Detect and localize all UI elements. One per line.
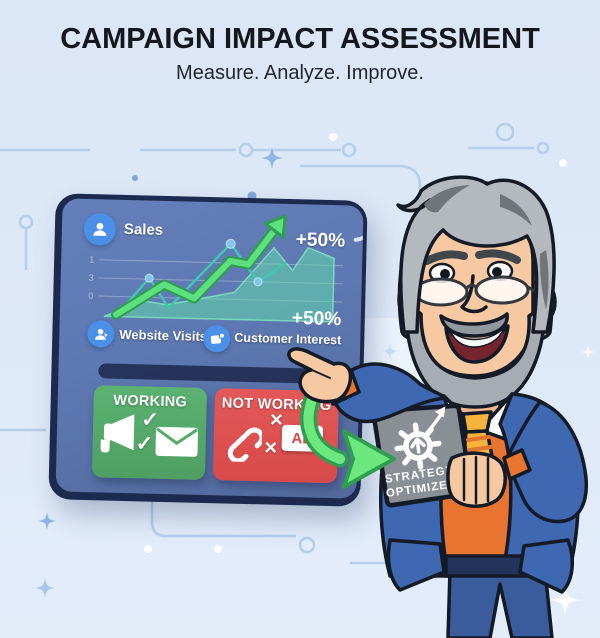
jacket-left — [379, 394, 454, 578]
hair-front — [396, 175, 556, 334]
trend-line — [117, 242, 288, 315]
ear-right — [523, 279, 557, 325]
eye-left — [428, 262, 456, 284]
y-tick: 1 — [89, 255, 94, 265]
website-visits-icon — [87, 320, 115, 348]
vest — [433, 410, 551, 572]
right-hand — [446, 451, 507, 508]
trend-markers — [144, 238, 263, 287]
pants — [446, 568, 554, 638]
ad-badge: AD — [281, 424, 324, 452]
page-title: CAMPAIGN IMPACT ASSESSMENT — [60, 23, 540, 55]
broken-link-icon — [227, 427, 263, 463]
sales-chart: 1 3 0 +50% +50% — [88, 214, 364, 330]
website-visits-label: Website Visits — [119, 326, 208, 344]
jacket-tail-left — [386, 538, 446, 592]
growth-line — [113, 221, 282, 318]
tablet-label-line2: OPTIMIZED — [385, 478, 458, 500]
eyebrow-left — [423, 250, 468, 265]
mustache — [439, 312, 509, 338]
growth-label-top: +50% — [295, 229, 345, 251]
dashboard-panel: Sales 1 3 0 — [48, 193, 368, 507]
shirt-collar — [434, 394, 480, 444]
y-tick: 3 — [89, 273, 94, 283]
teeth — [449, 327, 505, 348]
y-tick: 0 — [88, 291, 93, 301]
eye-right — [486, 260, 514, 282]
corner-accent-arc — [353, 216, 364, 242]
sales-user-icon — [83, 212, 117, 246]
megaphone-icon — [100, 414, 135, 453]
check-icon: ✓ — [135, 432, 154, 456]
divider-bar — [98, 363, 351, 385]
right-cuff — [502, 448, 532, 481]
dashboard-screen: Sales 1 3 0 — [55, 198, 364, 499]
tie — [461, 410, 494, 470]
jacket-tail-right — [518, 538, 575, 594]
tablet: STRATEGY OPTIMIZED — [371, 403, 474, 508]
growth-arrowhead — [263, 214, 287, 239]
not-working-card: NOT WORKING ✕ ✕ AD — [212, 388, 340, 484]
glasses — [405, 275, 543, 307]
nose — [460, 274, 488, 314]
cross-icon: ✕ — [263, 438, 279, 458]
jacket-right — [498, 392, 581, 578]
customer-interest-label: Customer Interest — [234, 330, 342, 348]
area-series — [103, 246, 335, 323]
ear-left — [397, 283, 419, 317]
belt — [444, 554, 552, 578]
hair-back — [397, 180, 554, 349]
right-arm-sleeve — [506, 400, 589, 524]
gear-optimize-icon — [394, 406, 446, 470]
page-subtitle: Measure. Analyze. Improve. — [176, 61, 424, 84]
working-card: WORKING ✓ ✓ — [91, 385, 208, 480]
tablet-label-line1: STRATEGY — [384, 464, 455, 486]
envelope-icon — [155, 426, 199, 457]
beard — [404, 292, 547, 409]
growth-label-bottom: +50% — [292, 308, 342, 330]
header: CAMPAIGN IMPACT ASSESSMENT Measure. Anal… — [0, 23, 600, 85]
face — [411, 204, 535, 378]
tablet-body — [371, 403, 474, 508]
neck — [450, 374, 502, 421]
hair-streak — [424, 185, 470, 213]
mouth — [444, 324, 510, 364]
chart-y-ticks: 1 3 0 — [88, 255, 94, 301]
eyebrow-right — [475, 249, 521, 264]
customer-interest-icon — [202, 324, 231, 353]
